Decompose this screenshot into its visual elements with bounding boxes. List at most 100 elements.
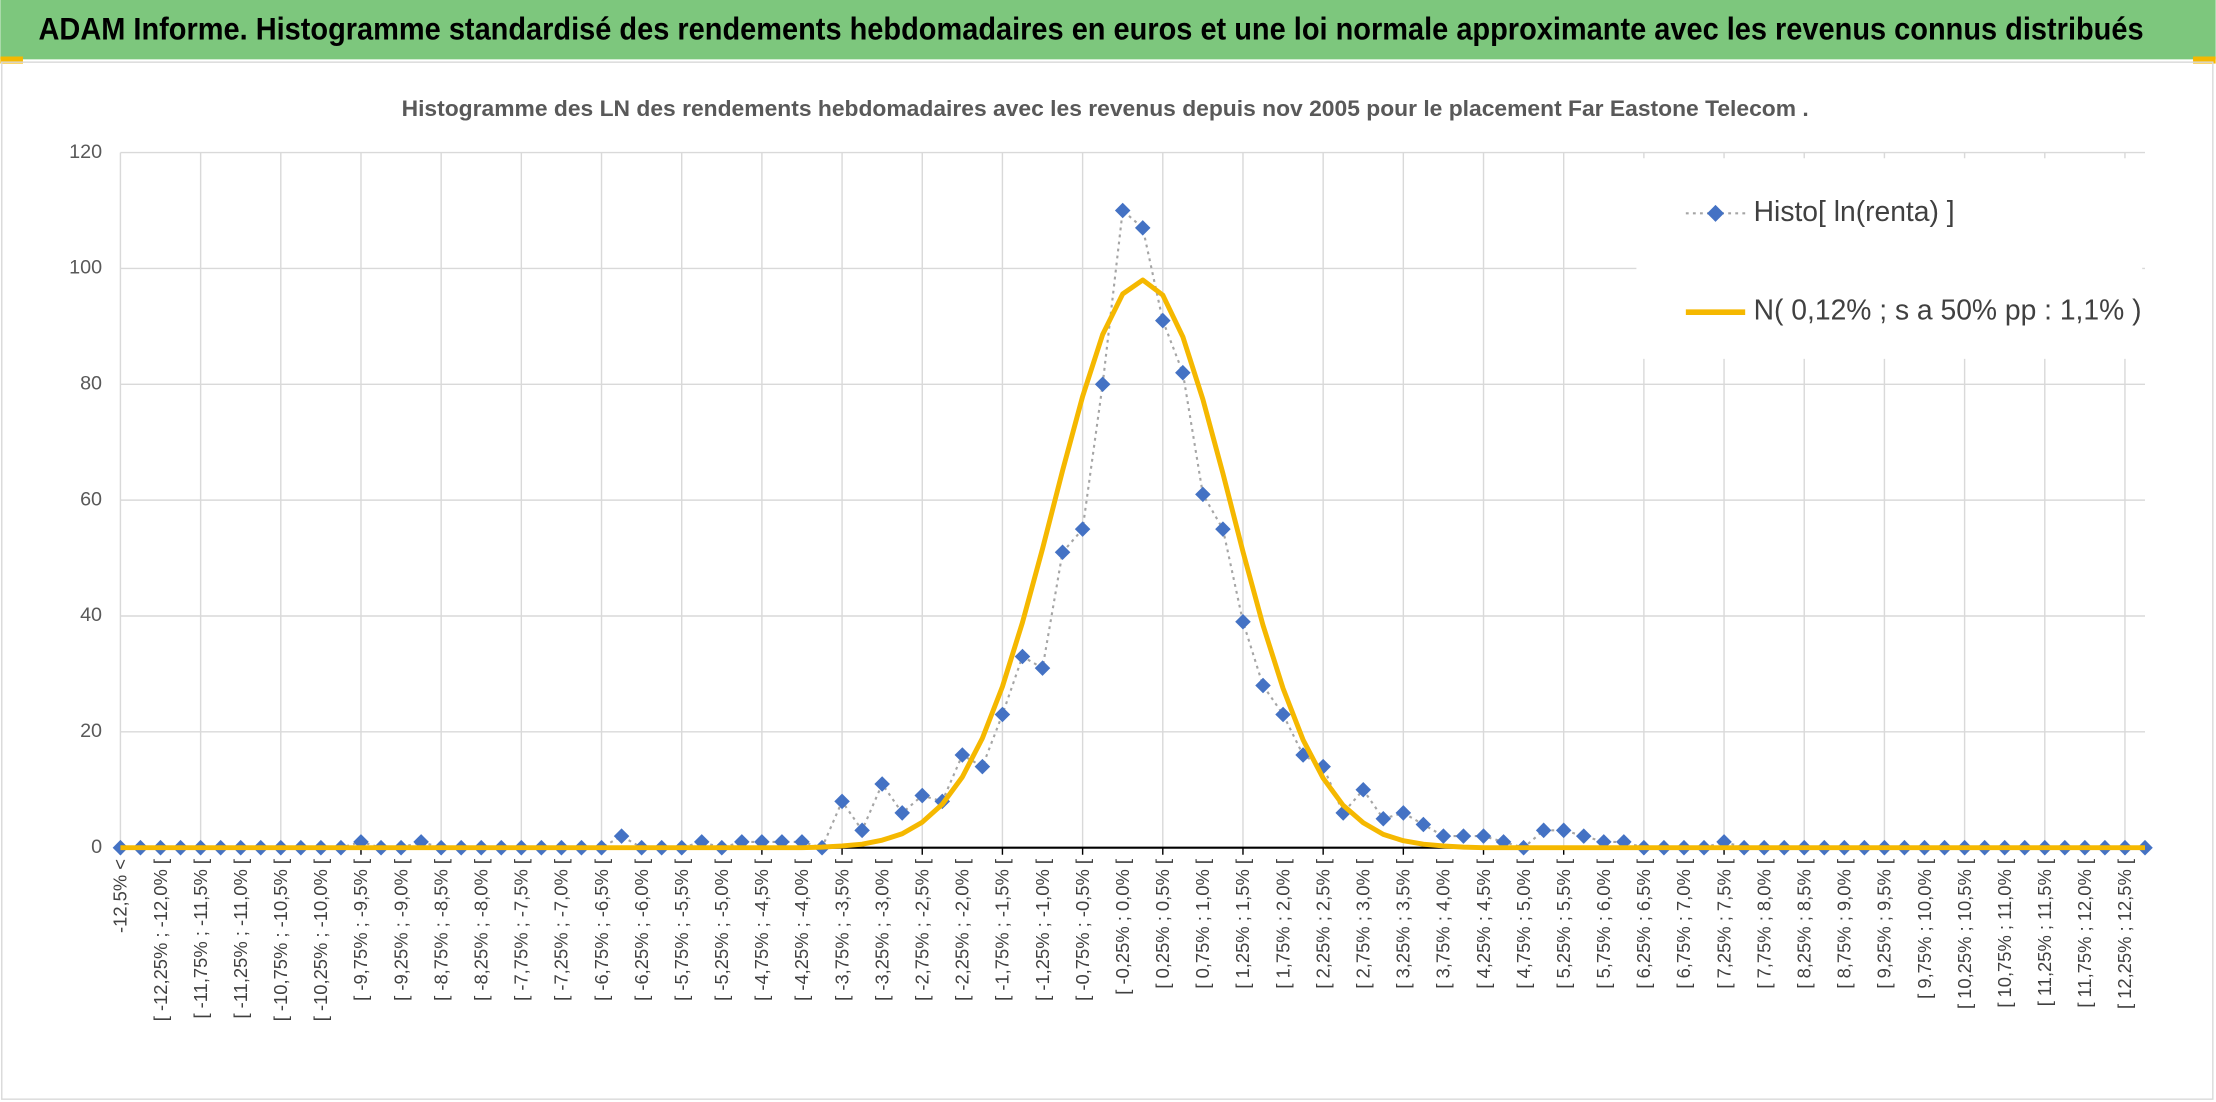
x-tick-label: [ 5,75% ; 6,0% [	[1593, 859, 1614, 989]
x-tick-label: [ 4,75% ; 5,0% [	[1513, 859, 1534, 989]
x-tick-label: [ 10,75% ; 11,0% [	[1994, 859, 2015, 1008]
data-point	[1014, 648, 1031, 665]
data-point	[1155, 312, 1171, 329]
grid: 0 20 40 60 80 100 120 -12,5% < [ -12,25% ; -12,0…	[69, 141, 2146, 1021]
y-tick-label: 100	[69, 257, 102, 279]
x-tick-label: [ -10,25% ; -10,0% [	[310, 859, 331, 1021]
legend-marker	[1707, 204, 1724, 222]
series	[120, 277, 2146, 851]
x-tick-label: [ 11,75% ; 12,0% [	[2074, 859, 2095, 1008]
data-point	[874, 776, 890, 792]
data-point	[1535, 822, 1552, 839]
x-tick-label: [ -5,75% ; -5,5% [	[671, 859, 692, 1001]
x-tick-label: [ -1,25% ; -1,0% [	[1032, 859, 1053, 1001]
x-tick-label: [ -1,75% ; -1,5% [	[992, 859, 1013, 1001]
series-line	[120, 277, 2146, 851]
data-point	[954, 747, 971, 763]
data-point	[1315, 758, 1331, 775]
x-tick-label: [ -6,75% ; -6,5% [	[591, 859, 612, 1001]
y-tick-label: 60	[80, 488, 102, 510]
y-tick-label: 0	[91, 836, 102, 858]
legend-label: N( 0,12% ; s a 50% pp : 1,1% )	[1754, 294, 2142, 326]
x-tick-label: [ -8,75% ; -8,5% [	[430, 859, 451, 1001]
data-point	[1375, 810, 1392, 827]
x-tick-label: -12,5% <	[110, 859, 131, 933]
legend-label: Histo[ ln(renta) ]	[1754, 195, 1955, 227]
data-point	[1215, 521, 1231, 537]
x-tick-label: [ 11,25% ; 11,5% [	[2034, 859, 2055, 1006]
data-point	[834, 793, 850, 810]
data-point	[1114, 202, 1131, 219]
data-point	[1475, 828, 1492, 844]
data-point	[974, 758, 991, 775]
x-tick-label: [ -10,75% ; -10,5% [	[270, 859, 291, 1021]
x-tick-label: [ 0,75% ; 1,0% [	[1192, 859, 1213, 989]
data-point	[1054, 544, 1071, 561]
data-point	[1575, 828, 1592, 844]
x-tick-label: [ -11,75% ; -11,5% [	[190, 859, 211, 1019]
x-tick-label: [ -4,25% ; -4,0% [	[791, 859, 812, 1001]
x-tick-label: [ -4,75% ; -4,5% [	[751, 859, 772, 1001]
x-tick-label: [ 8,75% ; 9,0% [	[1834, 859, 1855, 989]
x-tick-label: [ 5,25% ; 5,5% [	[1553, 859, 1574, 989]
x-tick-label: [ -3,75% ; -3,5% [	[831, 859, 852, 1001]
data-point	[1355, 781, 1372, 798]
x-tick-label: [ 0,25% ; 0,5% [	[1152, 859, 1173, 989]
y-tick-label: 80	[80, 373, 102, 395]
data-point	[1175, 364, 1191, 381]
x-tick-label: [ -7,25% ; -7,0% [	[551, 859, 572, 1001]
x-tick-label: [ -12,25% ; -12,0% [	[150, 859, 171, 1021]
page-title: ADAM Informe. Histogramme standardisé de…	[38, 11, 2143, 46]
corner	[2193, 56, 2216, 64]
chart-subtitle: Histogramme des LN des rendements hebdom…	[402, 96, 1809, 121]
title-banner	[0, 0, 2216, 60]
data-point	[1034, 660, 1051, 676]
legend: Histo[ ln(renta) ] N( 0,12% ; s a 50% pp …	[1636, 158, 2143, 359]
data-point	[854, 822, 870, 839]
data-point	[1074, 521, 1091, 537]
x-tick-label: [ -0,25% ; 0,0% [	[1112, 859, 1133, 995]
x-tick-label: [ 3,75% ; 4,0% [	[1433, 859, 1454, 989]
legend-box	[1636, 158, 2143, 359]
x-tick-label: [ -2,25% ; -2,0% [	[952, 859, 973, 1001]
corner	[0, 56, 23, 64]
data-point	[894, 805, 910, 821]
x-tick-label: [ -7,75% ; -7,5% [	[511, 859, 532, 1001]
x-tick-label: [ -0,75% ; -0,5% [	[1072, 859, 1093, 1001]
data-point	[1395, 805, 1412, 821]
data-point	[1415, 816, 1432, 833]
x-tick-label: [ 6,75% ; 7,0% [	[1673, 859, 1694, 989]
x-tick-label: [ -2,75% ; -2,5% [	[912, 859, 933, 1001]
x-tick-label: [ -9,75% ; -9,5% [	[350, 859, 371, 1001]
plot	[112, 202, 2153, 856]
x-tick-label: [ -3,25% ; -3,0% [	[871, 859, 892, 1001]
data-point	[1134, 220, 1151, 236]
x-tick-label: [ 7,25% ; 7,5% [	[1713, 859, 1734, 989]
x-tick-label: [ 6,25% ; 6,5% [	[1633, 859, 1654, 989]
x-tick-label: [ 3,25% ; 3,5% [	[1393, 859, 1414, 989]
data-point	[1555, 822, 1572, 839]
x-tick-label: [ 2,75% ; 3,0% [	[1353, 859, 1374, 989]
x-tick-label: [ -6,25% ; -6,0% [	[631, 859, 652, 1001]
x-tick-label: [ 1,25% ; 1,5% [	[1232, 859, 1253, 989]
data-point	[1235, 614, 1251, 630]
x-tick-label: [ 8,25% ; 8,5% [	[1793, 859, 1814, 989]
y-tick-label: 120	[69, 141, 102, 163]
data-point	[1455, 828, 1472, 844]
y-tick-label: 40	[80, 604, 102, 626]
data-point	[1255, 677, 1271, 694]
data-point	[1195, 486, 1211, 503]
x-tick-label: [ 1,75% ; 2,0% [	[1272, 859, 1293, 989]
x-tick-label: [ 9,75% ; 10,0% [	[1914, 859, 1935, 999]
x-tick-label: [ 10,25% ; 10,5% [	[1954, 859, 1975, 1009]
data-point	[914, 787, 931, 804]
y-tick-label: 20	[80, 720, 102, 742]
x-tick-label: [ 9,25% ; 9,5% [	[1874, 859, 1895, 989]
x-tick-label: [ -11,25% ; -11,0% [	[230, 859, 251, 1019]
x-tick-label: [ 12,25% ; 12,5% [	[2114, 859, 2135, 1009]
x-tick-label: [ -8,25% ; -8,0% [	[471, 859, 492, 1001]
x-tick-label: [ 4,25% ; 4,5% [	[1473, 859, 1494, 989]
x-tick-label: [ 7,75% ; 8,0% [	[1753, 859, 1774, 989]
